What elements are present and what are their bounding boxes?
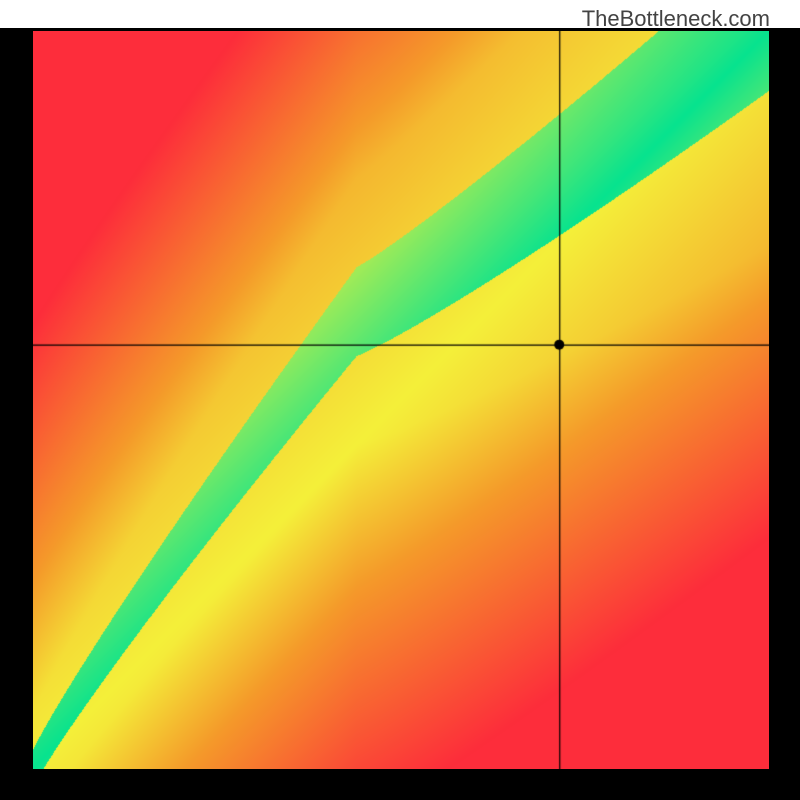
bottleneck-heatmap: [33, 31, 769, 769]
plot-frame: [0, 28, 800, 800]
